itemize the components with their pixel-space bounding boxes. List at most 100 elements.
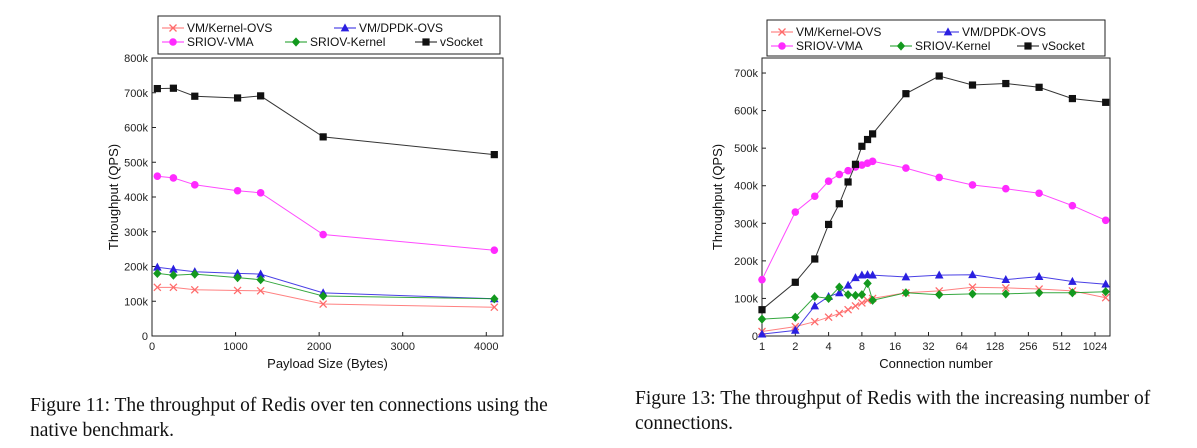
data-point-vsocket	[935, 72, 943, 80]
data-point-sriov-kernel	[835, 282, 844, 292]
data-point-sriov-vma	[1035, 189, 1043, 198]
data-point-vm-dpdk-ovs	[169, 264, 178, 273]
data-point-vm-kernel-ovs	[256, 286, 265, 295]
legend: VM/Kernel-OVS VM/DPDK-OVS SRIOV-VMA SRIOV-K…	[766, 19, 1106, 57]
y-tick-label: 600k	[124, 123, 148, 135]
series-vsocket	[758, 72, 1110, 314]
data-point-sriov-vma	[968, 181, 977, 189]
data-point-vsocket	[191, 92, 199, 100]
data-point-vm-dpdk-ovs	[901, 272, 911, 281]
data-point-vm-dpdk-ovs	[757, 329, 767, 338]
legend-label-vsocket: vSocket	[1042, 39, 1085, 53]
y-axis-label: Throughput (QPS)	[710, 144, 725, 250]
legend-label-vm-kernel-ovs: VM/Kernel-OVS	[187, 21, 272, 35]
data-point-vsocket	[169, 84, 177, 92]
data-point-vsocket	[824, 220, 833, 229]
figure-11-caption: Figure 11: The throughput of Redis over …	[30, 395, 548, 441]
data-point-vm-kernel-ovs	[851, 301, 860, 310]
y-tick-label: 500k	[124, 157, 148, 169]
data-point-vm-kernel-ovs	[319, 300, 328, 308]
data-point-sriov-vma	[835, 170, 844, 179]
data-point-sriov-kernel	[863, 278, 872, 289]
data-point-vm-kernel-ovs	[835, 309, 844, 318]
data-point-vsocket	[1002, 79, 1010, 88]
data-point-vsocket	[835, 200, 843, 208]
x-tick-label: 1024	[1083, 341, 1107, 353]
data-point-sriov-kernel	[169, 270, 178, 280]
series-sriov-kernel	[757, 278, 1110, 324]
data-point-vm-dpdk-ovs	[790, 325, 800, 334]
data-point-vsocket	[1068, 94, 1076, 103]
x-tick-label: 256	[1019, 341, 1037, 353]
data-point-vm-dpdk-ovs	[1034, 272, 1044, 281]
series-vm-kernel-ovs	[153, 283, 499, 312]
data-point-vsocket	[858, 142, 866, 150]
y-tick-label: 500k	[734, 143, 758, 155]
legend-label-vm-dpdk-ovs: VM/DPDK-OVS	[962, 25, 1046, 39]
data-point-sriov-kernel	[868, 295, 877, 305]
data-point-sriov-kernel	[843, 290, 853, 300]
data-point-sriov-vma	[319, 230, 327, 239]
series-vm-kernel-ovs	[758, 283, 1110, 336]
data-point-vsocket	[1035, 83, 1043, 91]
series-sriov-vma	[758, 157, 1110, 284]
data-point-sriov-vma	[1002, 184, 1010, 193]
x-tick-label: 16	[889, 341, 901, 353]
x-tick-label: 128	[986, 341, 1004, 353]
data-point-vm-dpdk-ovs	[153, 262, 162, 271]
data-point-vsocket	[490, 151, 498, 159]
y-tick-label: 300k	[124, 227, 148, 239]
legend-marker-vsocket	[1024, 42, 1032, 50]
x-axis: 0 1000 2000 3000 4000	[149, 332, 499, 353]
data-point-vsocket	[851, 160, 860, 168]
data-point-sriov-kernel	[791, 312, 800, 322]
data-point-sriov-kernel	[318, 291, 328, 301]
data-point-sriov-vma	[844, 166, 852, 175]
y-tick-label: 400k	[124, 192, 148, 204]
data-point-vm-dpdk-ovs	[968, 270, 977, 279]
legend-label-vm-dpdk-ovs: VM/DPDK-OVS	[359, 21, 443, 35]
x-axis-label: Connection number	[879, 356, 993, 371]
data-point-vm-kernel-ovs	[490, 303, 499, 312]
data-point-sriov-vma	[190, 181, 199, 189]
data-point-vm-kernel-ovs	[810, 317, 819, 326]
y-axis-label: Throughput (QPS)	[106, 144, 121, 250]
x-tick-label: 0	[149, 341, 155, 353]
data-point-vm-dpdk-ovs	[835, 288, 844, 297]
y-tick-label: 0	[142, 331, 148, 343]
data-point-sriov-vma	[824, 177, 833, 186]
data-point-sriov-kernel	[153, 268, 162, 279]
x-tick-label: 2000	[307, 341, 331, 353]
data-point-vm-dpdk-ovs	[1001, 275, 1011, 284]
data-point-sriov-vma	[791, 208, 800, 216]
figure-13: 0 100k 200k 300k 400k 500k 600k 700k 1 2 4 8 16 32 64 1…	[600, 0, 1197, 448]
series-sriov-kernel	[153, 268, 499, 304]
legend-label-sriov-kernel: SRIOV-Kernel	[915, 39, 990, 53]
x-tick-label: 2	[792, 341, 798, 353]
data-point-sriov-kernel	[233, 273, 242, 283]
legend-marker-vm-dpdk-ovs	[943, 27, 953, 36]
plot-frame	[151, 57, 504, 337]
series-line-sriov-vma	[157, 175, 495, 251]
data-point-vsocket	[319, 133, 327, 141]
legend-marker-sriov-kernel	[896, 41, 906, 51]
data-point-vm-dpdk-ovs	[843, 280, 853, 289]
data-point-vsocket	[863, 135, 872, 144]
series-sriov-vma	[153, 172, 499, 254]
data-point-vm-dpdk-ovs	[233, 268, 242, 277]
figure-11-chart: 0 100k 200k 300k 400k 500k 600k 700k 800k 0 1000 20…	[106, 15, 504, 371]
legend-box	[766, 19, 1106, 57]
legend-box	[157, 15, 501, 55]
x-tick-label: 4000	[474, 341, 498, 353]
data-point-sriov-vma	[935, 173, 944, 182]
series-vm-dpdk-ovs	[757, 270, 1110, 338]
data-point-vm-kernel-ovs	[863, 296, 872, 305]
data-point-vsocket	[869, 130, 877, 138]
data-point-vm-dpdk-ovs	[810, 301, 820, 310]
data-point-vm-kernel-ovs	[233, 286, 242, 295]
y-tick-label: 200k	[734, 256, 758, 268]
series-line-vsocket	[157, 87, 495, 156]
x-tick-label: 3000	[390, 341, 414, 353]
data-point-vsocket	[791, 278, 799, 286]
data-point-vm-kernel-ovs	[857, 298, 866, 307]
